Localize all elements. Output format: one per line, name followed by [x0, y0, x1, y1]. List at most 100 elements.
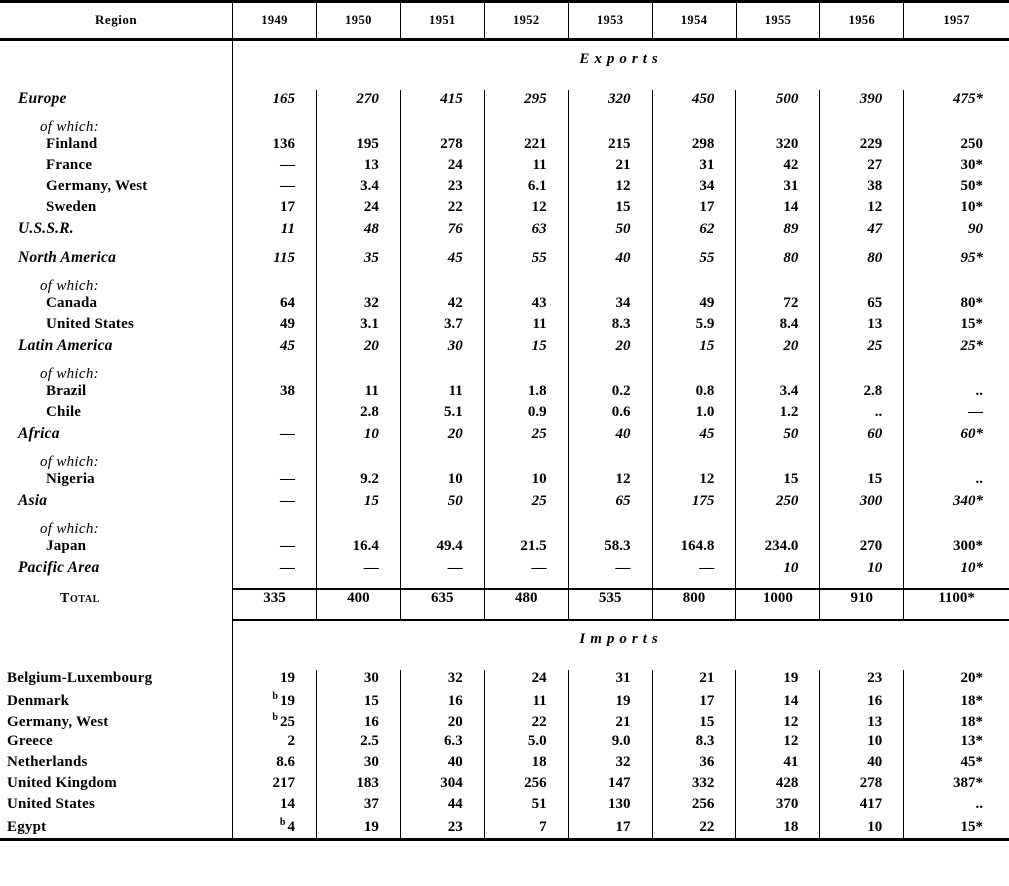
cell-1952: 11: [483, 691, 569, 712]
section-title-spacer: [0, 621, 233, 670]
cell-1956: 23: [819, 670, 904, 691]
cell-1956: 15: [819, 471, 904, 492]
cell-1954: 12: [651, 471, 736, 492]
row-label: Greece: [7, 733, 53, 749]
column-header-year-1953: 1953: [567, 3, 653, 38]
cell-1949: [232, 119, 317, 136]
cell-1952: [483, 454, 569, 471]
cell-1950: 195: [315, 136, 401, 157]
cell-1952: 63: [483, 220, 569, 249]
column-header-year-1956: 1956: [819, 3, 904, 38]
header-row: Region 1949 1950 1951 1952 1953 1954 195…: [0, 3, 1009, 38]
cell-1955: 3.4: [735, 383, 820, 404]
cell-1956: 13: [819, 316, 904, 337]
cell-1957: 25*: [903, 337, 1009, 366]
cell-1957: 30*: [903, 157, 1009, 178]
cell-1952: 295: [483, 90, 569, 119]
cell-1949: 2: [232, 733, 317, 754]
cell-1957: 10*: [903, 559, 1009, 589]
cell-1955: [735, 119, 820, 136]
cell-1952: 18: [483, 754, 569, 775]
cell-1952: 21.5: [483, 538, 569, 559]
cell-1949: 14: [232, 796, 317, 817]
cell-1955: 250: [735, 492, 820, 521]
cell-1956: 229: [819, 136, 904, 157]
cell-1955: [735, 521, 820, 538]
cell-1953: 40: [567, 249, 653, 278]
cell-1952: 24: [483, 670, 569, 691]
cell-1950: [315, 278, 401, 295]
cell-1956: 60: [819, 425, 904, 454]
cell-1949: —: [232, 425, 317, 454]
column-header-year-1957: 1957: [903, 3, 1009, 38]
cell-1957: 45*: [903, 754, 1009, 775]
row-label: Europe: [18, 90, 67, 107]
cell-1949: [232, 366, 317, 383]
cell-1953: 215: [567, 136, 653, 157]
row-label: Belgium-Luxembourg: [7, 670, 153, 686]
cell-1955: 50: [735, 425, 820, 454]
table-body-exports: Exports Europe 165 270 415 295 320 450 500 390 475…: [0, 41, 1009, 621]
row-label: United States: [7, 796, 96, 812]
cell-1953: 0.6: [567, 404, 653, 425]
column-header-year-1951: 1951: [399, 3, 485, 38]
row-label: United States: [46, 316, 135, 332]
footnote-marker: b: [272, 691, 278, 702]
cell-1955: 234.0: [735, 538, 820, 559]
cell-1953: 8.3: [567, 316, 653, 337]
cell-1952: 12: [483, 199, 569, 220]
table-row: Germany, West b 25 16 20 22 21 15 12 13 18*: [0, 712, 1009, 733]
cell-1953: 15: [567, 199, 653, 220]
cell-1953: [567, 454, 653, 471]
cell-1952: [483, 521, 569, 538]
cell-1949: [232, 454, 317, 471]
cell-1955: 428: [735, 775, 820, 796]
cell-1953: 320: [567, 90, 653, 119]
cell-1952: 43: [483, 295, 569, 316]
cell-1953: 21: [567, 712, 653, 733]
cell-1955: 15: [735, 471, 820, 492]
cell-1954: 34: [651, 178, 736, 199]
cell-1957: [903, 278, 1009, 295]
row-label: Germany, West: [7, 714, 109, 730]
cell-1954: [651, 366, 736, 383]
table-row: Greece 2 2.5 6.3 5.0 9.0 8.3 12 10 13*: [0, 733, 1009, 754]
cell-1952: [483, 278, 569, 295]
row-label: Japan: [46, 538, 87, 554]
cell-1949: 115: [232, 249, 317, 278]
table-row: Sweden 17 24 22 12 15 17 14 12 10*: [0, 199, 1009, 220]
cell-1955: 14: [735, 691, 820, 712]
cell-1956: ..: [819, 404, 904, 425]
cell-1957: 13*: [903, 733, 1009, 754]
cell-1957: ..: [903, 796, 1009, 817]
cell-1951: 23: [399, 817, 485, 838]
cell-1954: 5.9: [651, 316, 736, 337]
cell-1952: —: [483, 559, 569, 589]
cell-1956: 2.8: [819, 383, 904, 404]
cell-1954: [651, 521, 736, 538]
row-label: Chile: [46, 404, 82, 420]
cell-1954: 0.8: [651, 383, 736, 404]
cell-1956: 25: [819, 337, 904, 366]
cell-1956: 80: [819, 249, 904, 278]
footnote-marker: b: [272, 712, 278, 723]
cell-1957: [903, 366, 1009, 383]
cell-1953: 58.3: [567, 538, 653, 559]
cell-1953: [567, 366, 653, 383]
cell-1949: 11: [232, 220, 317, 249]
cell-1954: 298: [651, 136, 736, 157]
column-header-year-1955: 1955: [735, 3, 820, 38]
cell-1949: 64: [232, 295, 317, 316]
table-row: Finland 136 195 278 221 215 298 320 229 250: [0, 136, 1009, 157]
cell-1949: 45: [232, 337, 317, 366]
cell-1952: 10: [483, 471, 569, 492]
table-row: of which:: [0, 366, 1009, 383]
cell-1956: 300: [819, 492, 904, 521]
cell-1952: 51: [483, 796, 569, 817]
cell-1954: 21: [651, 670, 736, 691]
cell-1950: 10: [315, 425, 401, 454]
table-row: Nigeria —9.2 10 10 12 12 15 15..: [0, 471, 1009, 492]
cell-1949: —: [232, 471, 317, 492]
